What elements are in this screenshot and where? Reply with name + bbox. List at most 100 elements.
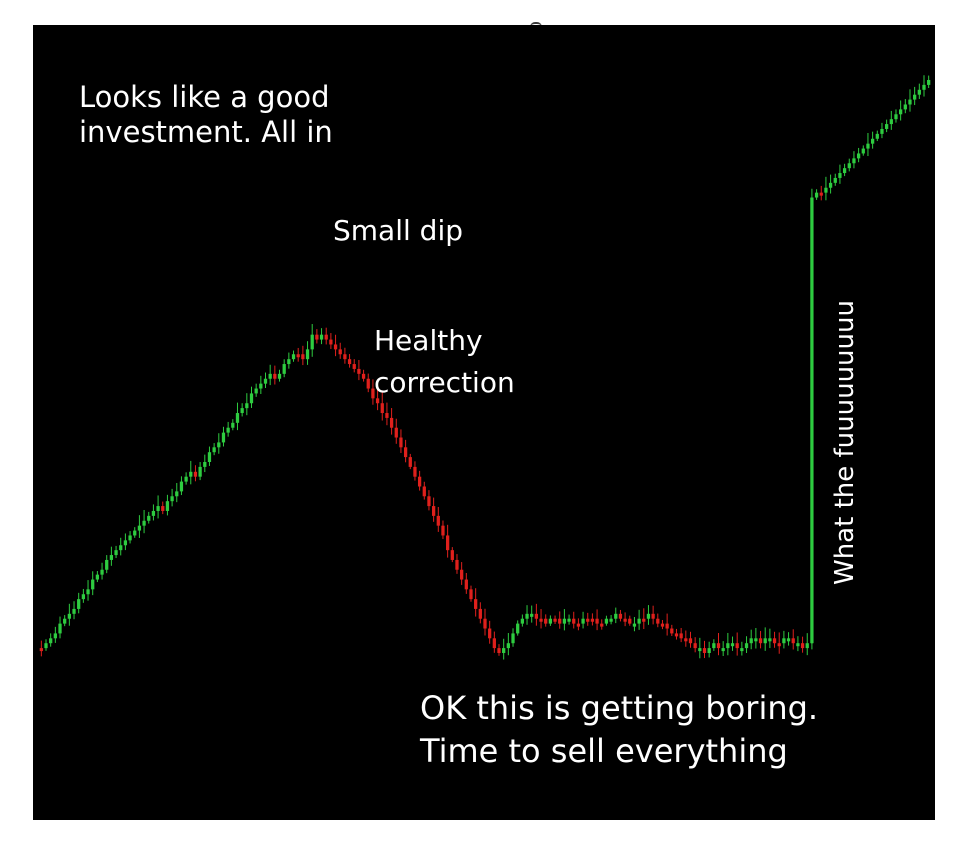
candle-body <box>604 618 609 624</box>
candle-body <box>380 403 384 414</box>
candle-body <box>530 613 534 617</box>
candle-body <box>590 618 595 622</box>
candle-body <box>77 599 81 609</box>
candle-body <box>758 638 763 644</box>
candle-body <box>385 413 389 418</box>
candle-body <box>824 187 828 193</box>
candle-body <box>744 643 749 649</box>
candle-body <box>884 124 889 129</box>
candle-body <box>702 648 707 653</box>
candle-body <box>763 638 767 644</box>
candle-body <box>922 84 926 90</box>
candle-body <box>422 486 426 497</box>
candle-body <box>217 442 221 448</box>
candle-body <box>614 613 618 619</box>
candle-body <box>903 104 907 110</box>
candle-body <box>894 114 898 120</box>
candle-body <box>749 638 753 644</box>
candle-body <box>469 589 473 600</box>
candle-body <box>651 613 655 619</box>
candle-body <box>516 623 520 634</box>
candle-body <box>441 525 445 536</box>
candle-body <box>553 618 557 622</box>
candle-body <box>595 618 599 624</box>
candle-body <box>726 643 730 649</box>
candle-body <box>805 643 809 649</box>
candle-body <box>618 613 623 619</box>
candle-body <box>562 618 567 624</box>
candle-body <box>558 618 562 624</box>
candle-body <box>109 555 114 560</box>
candle-body <box>786 638 791 642</box>
candle-body <box>534 613 539 619</box>
candle-body <box>488 628 492 639</box>
candle-body <box>417 476 422 487</box>
candle-body <box>856 153 861 159</box>
candle-body <box>277 373 282 379</box>
candle-body <box>375 398 380 404</box>
candle-body <box>399 437 403 448</box>
candle-body <box>263 378 268 384</box>
candle-body <box>53 633 57 639</box>
candle-body <box>100 569 104 575</box>
candle-body <box>249 393 254 404</box>
candle-body <box>693 643 697 649</box>
candle-body <box>819 192 823 196</box>
candle-body <box>137 525 142 531</box>
candle-body <box>357 368 361 374</box>
chart-area: Looks like a good investment. All in Sma… <box>33 25 935 820</box>
candle-body <box>296 354 300 358</box>
candle-body <box>207 452 212 462</box>
candle-body <box>231 422 235 428</box>
candle-body <box>460 569 464 580</box>
candle-body <box>455 559 459 570</box>
candle-body <box>730 643 735 647</box>
candle-body <box>151 510 156 516</box>
candle-body <box>927 80 931 85</box>
candle-body <box>156 506 160 511</box>
candle-body <box>305 349 310 360</box>
candle-body <box>838 173 842 178</box>
candle-body <box>338 349 342 355</box>
candle-body <box>707 648 711 653</box>
candle-body <box>828 182 833 188</box>
candle-body <box>431 506 436 516</box>
price-chart <box>39 75 931 660</box>
annotation-healthy-correction: Healthy correction <box>374 324 515 399</box>
candle-body <box>791 638 795 644</box>
candle-body <box>179 481 184 492</box>
candle-body <box>656 618 660 624</box>
candle-body <box>58 623 62 634</box>
candle-body <box>81 594 86 600</box>
candle-body <box>114 550 118 556</box>
candle-body <box>520 618 524 624</box>
candle-body <box>394 427 398 438</box>
candle-body <box>408 457 412 467</box>
candle-body <box>105 559 109 570</box>
candle-body <box>842 168 847 174</box>
candle-body <box>483 618 487 629</box>
candle-body <box>343 354 347 360</box>
candle-body <box>908 99 912 105</box>
candle-body <box>642 618 646 622</box>
candle-body <box>796 643 800 647</box>
candle-body <box>72 608 76 614</box>
annotation-all-in: Looks like a good investment. All in <box>79 80 333 150</box>
candle-body <box>600 623 604 627</box>
candle-body <box>450 550 454 560</box>
candle-body <box>161 506 165 511</box>
candle-body <box>184 476 188 482</box>
candle-body <box>427 496 431 507</box>
candle-body <box>221 432 226 443</box>
candle-body <box>735 643 739 649</box>
candle-body <box>352 364 356 369</box>
candle-body <box>716 643 721 649</box>
candle-body <box>637 618 641 624</box>
candle-body <box>814 192 819 198</box>
candle-body <box>268 373 272 379</box>
candle-body <box>259 383 263 389</box>
candle-body <box>329 339 333 345</box>
candle-body <box>175 491 179 497</box>
candle-body <box>436 515 440 526</box>
